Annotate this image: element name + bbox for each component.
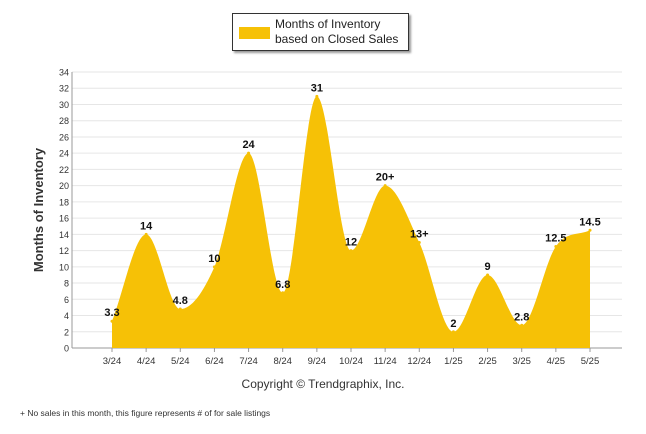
data-point	[486, 273, 490, 277]
data-point	[588, 228, 592, 232]
copyright-text: Copyright © Trendgraphix, Inc.	[241, 377, 405, 391]
y-tick-label: 30	[59, 100, 69, 110]
data-label: 12	[345, 237, 357, 249]
y-tick-label: 4	[64, 311, 69, 321]
data-label: 10	[208, 253, 220, 265]
data-point	[281, 291, 285, 295]
x-tick-label: 7/24	[239, 356, 258, 367]
y-tick-label: 2	[64, 327, 69, 337]
legend-swatch	[239, 27, 270, 39]
x-tick-label: 3/24	[103, 356, 122, 367]
x-tick-label: 3/25	[512, 356, 531, 367]
data-label: 2	[450, 318, 456, 330]
data-point	[110, 319, 114, 323]
legend: Months of Inventory based on Closed Sale…	[232, 13, 409, 51]
y-tick-label: 22	[59, 165, 69, 175]
y-tick-label: 6	[64, 295, 69, 305]
y-tick-label: 10	[59, 262, 69, 272]
data-label: 2.8	[514, 311, 529, 323]
data-point	[212, 265, 216, 269]
y-tick-label: 16	[59, 214, 69, 224]
data-label: 9	[485, 261, 491, 273]
data-point	[417, 240, 421, 244]
y-tick-label: 26	[59, 132, 69, 142]
y-tick-label: 34	[59, 68, 69, 78]
data-label: 14.5	[579, 216, 600, 228]
data-label: 13+	[410, 228, 429, 240]
x-tick-label: 4/24	[137, 356, 156, 367]
x-tick-label: 12/24	[407, 356, 431, 367]
y-axis-title: Months of Inventory	[31, 147, 46, 272]
y-tick-label: 8	[64, 279, 69, 289]
data-label: 20+	[376, 172, 395, 184]
x-tick-label: 4/25	[547, 356, 566, 367]
data-point	[349, 249, 353, 253]
x-tick-label: 5/25	[581, 356, 600, 367]
y-tick-label: 0	[64, 344, 69, 354]
x-tick-label: 5/24	[171, 356, 190, 367]
data-point	[383, 184, 387, 188]
data-label: 6.8	[275, 279, 290, 291]
legend-label: Months of Inventory based on Closed Sale…	[275, 17, 399, 46]
data-label: 3.3	[104, 307, 119, 319]
y-tick-label: 18	[59, 197, 69, 207]
y-tick-label: 28	[59, 116, 69, 126]
x-tick-label: 9/24	[308, 356, 327, 367]
data-point	[520, 323, 524, 327]
data-point	[247, 151, 251, 155]
y-tick-label: 24	[59, 149, 69, 159]
data-label: 31	[311, 82, 323, 94]
area-series	[112, 96, 590, 349]
y-tick-label: 20	[59, 181, 69, 191]
data-point	[144, 232, 148, 236]
y-tick-label: 32	[59, 84, 69, 94]
x-tick-label: 10/24	[339, 356, 363, 367]
data-point	[554, 245, 558, 249]
y-tick-label: 14	[59, 230, 69, 240]
data-label: 24	[242, 139, 255, 151]
x-tick-label: 6/24	[205, 356, 224, 367]
data-point	[178, 307, 182, 311]
x-tick-label: 11/24	[374, 356, 397, 367]
data-point	[315, 94, 319, 98]
x-tick-label: 2/25	[478, 356, 497, 367]
x-tick-label: 8/24	[273, 356, 292, 367]
data-label: 14	[140, 220, 153, 232]
data-point	[451, 330, 455, 334]
footnote-text: + No sales in this month, this figure re…	[20, 408, 271, 418]
data-label: 4.8	[173, 295, 188, 307]
x-tick-label: 1/25	[444, 356, 463, 367]
data-label: 12.5	[545, 233, 566, 245]
y-tick-label: 12	[59, 246, 69, 256]
